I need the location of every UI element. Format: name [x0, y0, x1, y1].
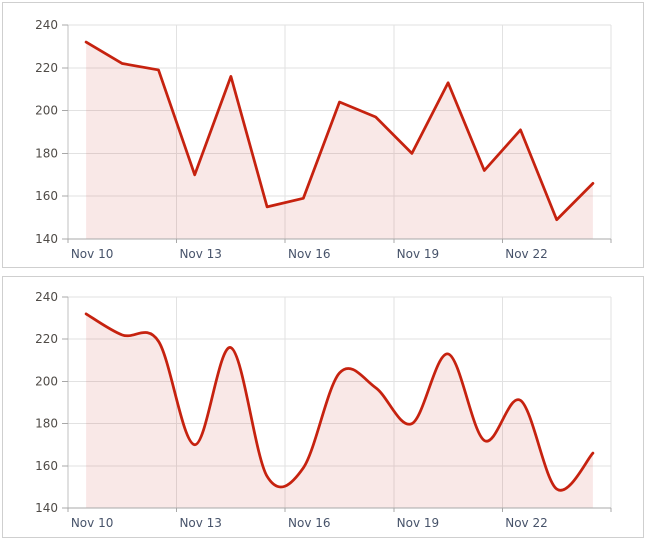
x-axis-label: Nov 22 [505, 516, 548, 530]
x-axis-label: Nov 10 [71, 516, 114, 530]
series-area [86, 313, 593, 508]
x-axis-label: Nov 22 [505, 247, 548, 261]
chart-panel-linear: 140 160 180 200 220 240 Nov 10 Nov 13 Nov 16 Nov … [2, 2, 644, 268]
line-area-chart-linear: 140 160 180 200 220 240 Nov 10 Nov 13 Nov 16 Nov … [35, 18, 612, 261]
x-axis-label: Nov 13 [179, 516, 222, 530]
x-axis-label: Nov 16 [288, 247, 331, 261]
y-axis-label: 200 [35, 104, 58, 118]
chart-panel-smoothed: 140 160 180 200 220 240 Nov 10 Nov 13 Nov 16 Nov … [2, 276, 644, 538]
y-axis-label: 180 [35, 417, 58, 431]
series-line [84, 40, 595, 222]
series-line [84, 312, 595, 492]
y-axis-label: 160 [35, 189, 58, 203]
x-axis-label: Nov 10 [71, 247, 114, 261]
y-axis-label: 140 [35, 232, 58, 246]
y-axis-label: 180 [35, 146, 58, 160]
y-axis-label: 160 [35, 459, 58, 473]
y-axis-label: 240 [35, 290, 58, 304]
series-area [86, 42, 593, 240]
y-axis-label: 220 [35, 332, 58, 346]
line-area-chart-smoothed: 140 160 180 200 220 240 Nov 10 Nov 13 Nov 16 Nov … [35, 290, 612, 530]
y-axis-label: 200 [35, 374, 58, 388]
x-axis-label: Nov 19 [397, 247, 440, 261]
x-axis-label: Nov 13 [179, 247, 222, 261]
x-axis-label: Nov 19 [397, 516, 440, 530]
y-axis-label: 140 [35, 501, 58, 515]
y-axis-label: 240 [35, 18, 58, 32]
y-axis-label: 220 [35, 61, 58, 75]
x-axis-label: Nov 16 [288, 516, 331, 530]
